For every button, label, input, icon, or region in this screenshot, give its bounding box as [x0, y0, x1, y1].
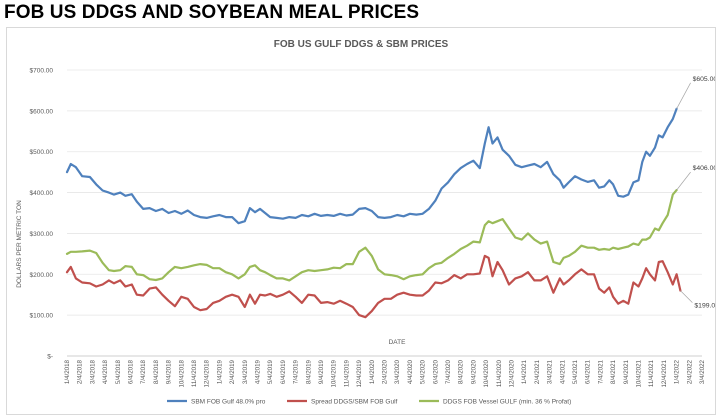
y-tick-label: $300.00 [30, 231, 54, 238]
x-tick-label: 12/4/2020 [509, 359, 516, 387]
x-tick-label: 8/4/2018 [153, 359, 160, 384]
x-tick-label: 10/4/2020 [483, 359, 490, 387]
x-tick-label: 1/4/2021 [521, 359, 528, 384]
x-tick-label: 4/4/2018 [102, 359, 109, 384]
annotation-label: $199.00 [694, 303, 715, 310]
x-tick-label: 1/4/2022 [674, 359, 681, 384]
y-tick-label: $600.00 [30, 108, 54, 115]
annotation-label: $605.00 [693, 76, 715, 83]
x-tick-label: 6/4/2018 [128, 359, 135, 384]
price-chart: FOB US GULF DDGS & SBM PRICES DOLLARS PE… [16, 39, 719, 405]
x-tick-label: 10/4/2019 [331, 359, 338, 387]
x-tick-label: 3/4/2020 [394, 359, 401, 384]
x-tick-label: 8/4/2021 [610, 359, 617, 384]
x-tick-label: 4/4/2021 [559, 359, 566, 384]
x-tick-label: 8/4/2019 [305, 359, 312, 384]
x-tick-label: 9/4/2021 [623, 359, 630, 384]
x-tick-label: 2/4/2021 [534, 359, 541, 384]
y-axis-label: DOLLARS PER METRIC TON [16, 200, 23, 288]
annotation-leader [676, 82, 691, 109]
x-tick-label: 6/4/2020 [432, 359, 439, 384]
x-tick-label: 3/4/2021 [547, 359, 554, 384]
x-tick-label: 12/4/2018 [204, 359, 211, 387]
x-tick-label: 4/4/2020 [407, 359, 414, 384]
x-tick-label: 7/4/2019 [293, 359, 300, 384]
x-tick-label: 9/4/2020 [470, 359, 477, 384]
y-tick-label: $400.00 [30, 190, 54, 197]
x-tick-label: 11/4/2019 [343, 359, 350, 387]
x-tick-label: 10/4/2018 [178, 359, 185, 387]
value-annotations: $605.00 $406.00 $199.00 [676, 76, 719, 310]
x-tick-label: 2/4/2019 [229, 359, 236, 384]
x-tick-labels: 1/4/2018 2/4/2018 3/4/2018 4/4/2018 5/4/2018… [64, 359, 706, 387]
series-lines [65, 107, 682, 319]
chart-title: FOB US GULF DDGS & SBM PRICES [274, 39, 449, 50]
legend-label: SBM FOB Gulf 48.0% pro [191, 398, 266, 405]
x-tick-label: 8/4/2020 [458, 359, 465, 384]
gridlines [67, 69, 702, 357]
chart-frame: FOB US GULF DDGS & SBM PRICES DOLLARS PE… [6, 27, 719, 415]
x-tick-label: 9/4/2018 [166, 359, 173, 384]
series-line-3 [65, 189, 678, 282]
x-tick-label: 3/4/2022 [699, 359, 706, 384]
x-tick-label: 7/4/2020 [445, 359, 452, 384]
page-title: FOB US DDGS AND SOYBEAN MEAL PRICES [4, 2, 420, 23]
y-tick-labels: $- $100.00 $200.00 $300.00 $400.00 $500.00 $60… [30, 68, 54, 361]
series-line-1 [65, 107, 678, 225]
annotation-leader [676, 171, 691, 191]
series-line-2 [65, 254, 682, 319]
x-axis-label: DATE [389, 339, 407, 346]
x-tick-label: 1/4/2018 [64, 359, 71, 384]
y-tick-label: $100.00 [30, 313, 54, 320]
annotation-label: $406.00 [693, 165, 715, 172]
y-tick-label: $500.00 [30, 149, 54, 156]
x-tick-label: 12/4/2021 [661, 359, 668, 387]
x-tick-label: 3/4/2018 [89, 359, 96, 384]
x-tick-label: 12/4/2019 [356, 359, 363, 387]
x-tick-label: 11/4/2021 [648, 359, 655, 387]
x-tick-label: 10/4/2021 [636, 359, 643, 387]
legend-label: Spread DDGS/SBM FOB Gulf [311, 398, 398, 405]
x-tick-label: 2/4/2022 [686, 359, 693, 384]
x-tick-label: 3/4/2019 [242, 359, 249, 384]
legend-label: DDGS FOB Vessel GULF (min. 36 % Profat) [443, 398, 571, 405]
x-tick-label: 2/4/2018 [77, 359, 84, 384]
x-tick-label: 5/4/2018 [115, 359, 122, 384]
x-tick-label: 11/4/2018 [191, 359, 198, 387]
x-tick-label: 6/4/2021 [585, 359, 592, 384]
x-tick-label: 5/4/2019 [267, 359, 274, 384]
x-tick-label: 2/4/2020 [382, 359, 389, 384]
x-tick-label: 4/4/2019 [255, 359, 262, 384]
y-tick-label: $200.00 [30, 272, 54, 279]
y-tick-label: $- [47, 354, 53, 361]
x-tick-label: 1/4/2019 [216, 359, 223, 384]
x-tick-label: 6/4/2019 [280, 359, 287, 384]
x-tick-label: 11/4/2020 [496, 359, 503, 387]
x-tick-label: 9/4/2019 [318, 359, 325, 384]
x-tick-label: 5/4/2021 [572, 359, 579, 384]
x-tick-label: 5/4/2020 [420, 359, 427, 384]
annotation-leader [680, 290, 693, 303]
x-tick-label: 7/4/2021 [597, 359, 604, 384]
x-tick-label: 1/4/2020 [369, 359, 376, 384]
legend: SBM FOB Gulf 48.0% pro Spread DDGS/SBM FO… [167, 398, 571, 405]
x-tick-label: 7/4/2018 [140, 359, 147, 384]
y-tick-label: $700.00 [30, 68, 54, 75]
